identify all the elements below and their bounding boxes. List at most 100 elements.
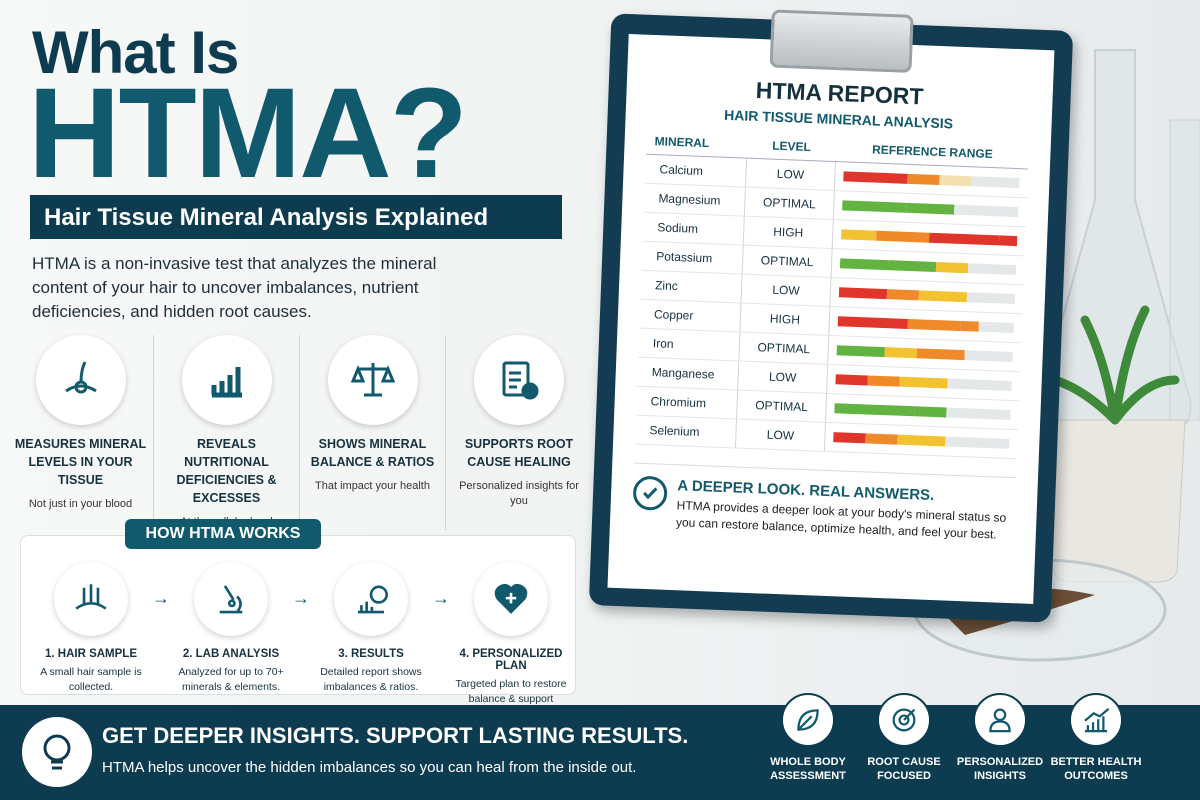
step-icon bbox=[474, 562, 548, 636]
mineral: Copper bbox=[653, 307, 694, 323]
feature-icon bbox=[35, 335, 126, 425]
range-segment bbox=[867, 375, 900, 387]
feature: MEASURES MINERAL LEVELS IN YOUR TISSUE No… bbox=[8, 335, 154, 530]
step-text: A small hair sample is collected. bbox=[40, 666, 142, 693]
range-segment bbox=[876, 230, 930, 243]
feature-icon bbox=[327, 335, 418, 425]
badge-icon bbox=[877, 693, 931, 747]
range-segment bbox=[947, 378, 1012, 391]
range-cell bbox=[834, 200, 1026, 218]
range-segment bbox=[939, 175, 972, 187]
range-cell bbox=[831, 287, 1023, 305]
footer-title: GET DEEPER INSIGHTS. SUPPORT LASTING RES… bbox=[102, 723, 689, 748]
mineral: Potassium bbox=[655, 249, 713, 266]
how-heading: HOW HTMA WORKS bbox=[125, 519, 321, 549]
how-box: 1. HAIR SAMPLE A small hair sample is col… bbox=[20, 535, 576, 720]
level: HIGH bbox=[739, 303, 831, 335]
range-segment bbox=[914, 406, 947, 418]
report-rows: Calcium LOW Magnesium OPTIMAL Sodium HIGH Pota… bbox=[634, 154, 1028, 460]
title-line1: What Is bbox=[32, 19, 239, 86]
range-cell bbox=[833, 229, 1025, 247]
range-bar bbox=[842, 200, 1019, 218]
range-segment bbox=[978, 321, 1014, 334]
range-segment bbox=[836, 345, 885, 358]
range-segment bbox=[986, 205, 1019, 218]
range-segment bbox=[899, 376, 948, 389]
arrow: → bbox=[152, 588, 170, 608]
range-segment bbox=[960, 320, 979, 332]
column-header: MINERAL bbox=[654, 134, 710, 151]
step-icon bbox=[194, 562, 268, 636]
check-icon bbox=[632, 475, 668, 511]
range-segment bbox=[935, 261, 969, 274]
step-title: 1. HAIR SAMPLE bbox=[44, 648, 137, 660]
range-segment bbox=[843, 171, 908, 184]
feature: SUPPORTS ROOT CAUSE HEALING Personalized … bbox=[446, 335, 592, 530]
range-cell bbox=[826, 403, 1018, 420]
level: LOW bbox=[737, 361, 829, 393]
range-bar bbox=[843, 171, 1020, 189]
range-cell bbox=[825, 432, 1017, 449]
range-segment bbox=[838, 287, 888, 300]
feature-caption: Personalized insights for you bbox=[459, 480, 579, 507]
range-segment bbox=[833, 432, 866, 444]
feature: SHOWS MINERAL BALANCE & RATIOS That impac… bbox=[300, 335, 446, 530]
range-segment bbox=[841, 229, 877, 241]
step-title: 4. PERSONALIZED PLAN bbox=[459, 648, 563, 672]
range-bar bbox=[839, 258, 1017, 276]
range-segment bbox=[897, 434, 946, 447]
callout: A DEEPER LOOK. REAL ANSWERS. HTMA provid… bbox=[631, 462, 1017, 545]
bulb-icon bbox=[22, 717, 92, 787]
intro: HTMA is a non-invasive test that analyze… bbox=[32, 254, 437, 321]
range-segment bbox=[916, 348, 965, 361]
range-cell bbox=[827, 374, 1019, 391]
mineral: Chromium bbox=[650, 394, 707, 411]
level: OPTIMAL bbox=[743, 187, 835, 220]
range-segment bbox=[928, 232, 1000, 246]
range-bar bbox=[837, 316, 1014, 334]
range-segment bbox=[945, 436, 1010, 449]
feature-caption: That impact your health bbox=[315, 480, 430, 492]
range-segment bbox=[884, 347, 917, 359]
step-text: Detailed report shows imbalances & ratio… bbox=[320, 666, 422, 693]
range-bar bbox=[836, 345, 1013, 362]
badge-icon bbox=[973, 693, 1027, 747]
range-segment bbox=[954, 204, 987, 216]
report: HTMA REPORT HAIR TISSUE MINERAL ANALYSIS… bbox=[607, 34, 1055, 604]
feature-title: REVEALS NUTRITIONAL DEFICIENCIES & EXCES… bbox=[176, 437, 277, 505]
level: LOW bbox=[744, 158, 836, 191]
feature: REVEALS NUTRITIONAL DEFICIENCIES & EXCES… bbox=[154, 335, 300, 530]
range-cell bbox=[835, 171, 1027, 189]
range-bar bbox=[841, 229, 1018, 247]
range-segment bbox=[967, 263, 1017, 276]
mineral: Selenium bbox=[649, 423, 700, 440]
badge-icon bbox=[1069, 693, 1123, 747]
range-segment bbox=[842, 200, 907, 213]
range-bar bbox=[835, 374, 1012, 391]
range-cell bbox=[832, 258, 1024, 276]
badge-label: BETTER HEALTH OUTCOMES bbox=[1050, 756, 1142, 782]
mineral: Calcium bbox=[659, 162, 704, 178]
mineral: Sodium bbox=[657, 220, 699, 236]
step: 3. RESULTS Detailed report shows imbalanc… bbox=[315, 562, 427, 722]
feature-caption: Not just in your blood bbox=[28, 498, 133, 510]
range-segment bbox=[837, 316, 909, 329]
range-segment bbox=[908, 318, 962, 331]
subtitle: Hair Tissue Mineral Analysis Explained bbox=[30, 195, 562, 239]
step: 1. HAIR SAMPLE A small hair sample is col… bbox=[35, 562, 147, 722]
badge-label: PERSONALIZED INSIGHTS bbox=[956, 756, 1044, 782]
clip bbox=[769, 9, 914, 73]
range-segment bbox=[834, 403, 915, 417]
range-segment bbox=[966, 292, 1016, 305]
arrow: → bbox=[432, 588, 450, 608]
level: LOW bbox=[740, 274, 832, 306]
mineral: Manganese bbox=[651, 365, 715, 382]
badge: BETTER HEALTH OUTCOMES bbox=[1048, 693, 1144, 783]
level: OPTIMAL bbox=[738, 332, 830, 364]
arrow: → bbox=[292, 588, 310, 608]
range-bar bbox=[833, 432, 1010, 449]
range-segment bbox=[964, 350, 1013, 362]
badge: ROOT CAUSE FOCUSED bbox=[856, 693, 952, 783]
level: LOW bbox=[734, 419, 826, 451]
